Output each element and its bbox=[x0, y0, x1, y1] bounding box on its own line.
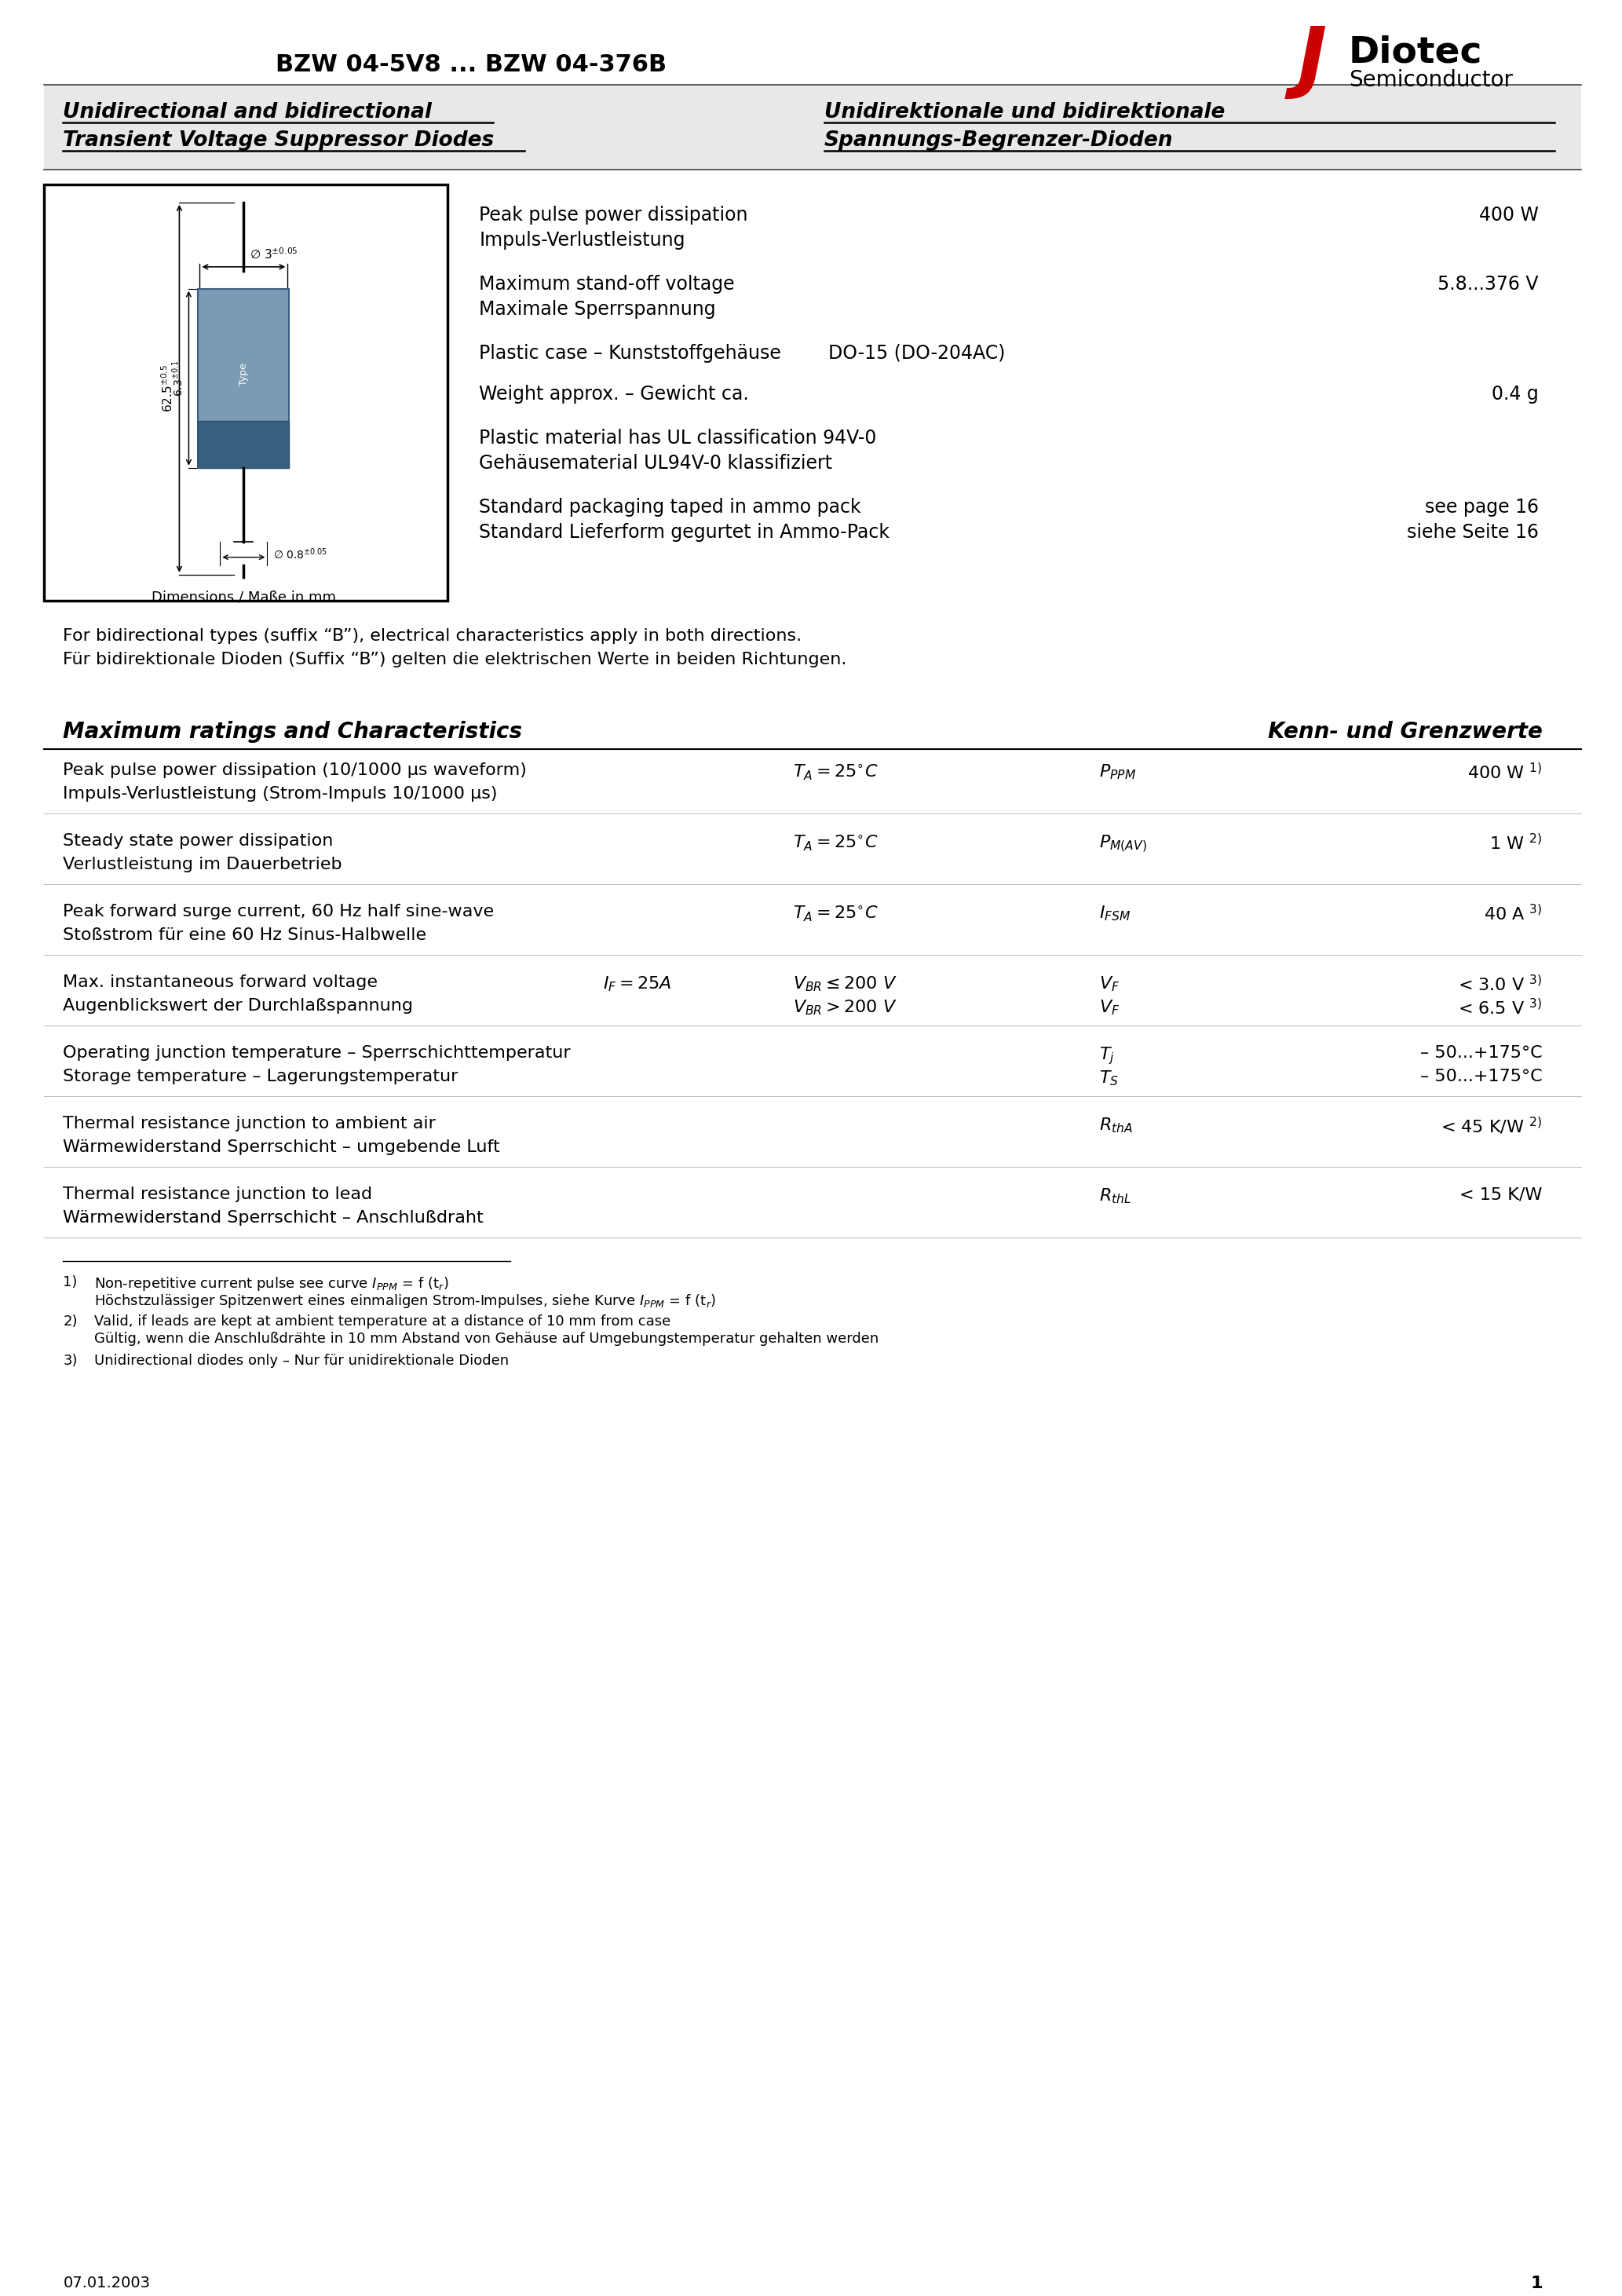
Text: Plastic case – Kunststoffgehäuse: Plastic case – Kunststoffgehäuse bbox=[478, 344, 782, 363]
Text: J: J bbox=[1298, 23, 1327, 99]
Text: $I_{FSM}$: $I_{FSM}$ bbox=[1100, 905, 1131, 923]
Bar bbox=[198, 289, 289, 468]
Text: $\varnothing$ 0.8$^{\pm0.05}$: $\varnothing$ 0.8$^{\pm0.05}$ bbox=[274, 546, 328, 563]
Bar bbox=[44, 85, 1581, 170]
Text: 1: 1 bbox=[1530, 2275, 1543, 2291]
Text: < 45 K/W $^{2)}$: < 45 K/W $^{2)}$ bbox=[1440, 1116, 1543, 1137]
Text: < 15 K/W: < 15 K/W bbox=[1460, 1187, 1543, 1203]
Text: Standard packaging taped in ammo pack: Standard packaging taped in ammo pack bbox=[478, 498, 861, 517]
Text: Diotec: Diotec bbox=[1348, 34, 1483, 71]
Text: Maximum ratings and Characteristics: Maximum ratings and Characteristics bbox=[63, 721, 522, 742]
Text: – 50...+175°C: – 50...+175°C bbox=[1421, 1045, 1543, 1061]
Text: 0.4 g: 0.4 g bbox=[1492, 383, 1538, 404]
Text: 5.8...376 V: 5.8...376 V bbox=[1437, 276, 1538, 294]
Text: 3): 3) bbox=[63, 1355, 78, 1368]
Text: 1 W $^{2)}$: 1 W $^{2)}$ bbox=[1489, 833, 1543, 854]
Text: $T_A = 25^{\circ}C$: $T_A = 25^{\circ}C$ bbox=[793, 762, 878, 783]
Text: Wärmewiderstand Sperrschicht – umgebende Luft: Wärmewiderstand Sperrschicht – umgebende… bbox=[63, 1139, 500, 1155]
Text: Maximale Sperrspannung: Maximale Sperrspannung bbox=[478, 301, 715, 319]
Text: Standard Lieferform gegurtet in Ammo-Pack: Standard Lieferform gegurtet in Ammo-Pac… bbox=[478, 523, 890, 542]
Text: $V_{BR} > 200\ V$: $V_{BR} > 200\ V$ bbox=[793, 999, 897, 1017]
Text: – 50...+175°C: – 50...+175°C bbox=[1421, 1070, 1543, 1084]
Text: Spannungs-Begrenzer-Dioden: Spannungs-Begrenzer-Dioden bbox=[824, 131, 1173, 152]
Text: Non-repetitive current pulse see curve $I_{PPM}$ = f (t$_r$): Non-repetitive current pulse see curve $… bbox=[94, 1274, 449, 1293]
Text: Type: Type bbox=[238, 363, 248, 386]
Text: Transient Voltage Suppressor Diodes: Transient Voltage Suppressor Diodes bbox=[63, 131, 495, 152]
Text: $I_F = 25A$: $I_F = 25A$ bbox=[603, 976, 672, 994]
Text: see page 16: see page 16 bbox=[1424, 498, 1538, 517]
Text: DO-15 (DO-204AC): DO-15 (DO-204AC) bbox=[829, 344, 1006, 363]
Text: $P_{M(AV)}$: $P_{M(AV)}$ bbox=[1100, 833, 1147, 854]
Text: Impuls-Verlustleistung: Impuls-Verlustleistung bbox=[478, 230, 684, 250]
Text: Max. instantaneous forward voltage: Max. instantaneous forward voltage bbox=[63, 976, 378, 990]
Text: 400 W: 400 W bbox=[1479, 207, 1538, 225]
Text: 07.01.2003: 07.01.2003 bbox=[63, 2275, 151, 2291]
Text: Peak forward surge current, 60 Hz half sine-wave: Peak forward surge current, 60 Hz half s… bbox=[63, 905, 495, 921]
Text: $T_j$: $T_j$ bbox=[1100, 1045, 1114, 1065]
Text: Höchstzulässiger Spitzenwert eines einmaligen Strom-Impulses, siehe Kurve $I_{PP: Höchstzulässiger Spitzenwert eines einma… bbox=[94, 1293, 717, 1311]
Text: Thermal resistance junction to lead: Thermal resistance junction to lead bbox=[63, 1187, 373, 1203]
Text: Augenblickswert der Durchlaßspannung: Augenblickswert der Durchlaßspannung bbox=[63, 999, 414, 1015]
Text: Unidirektionale und bidirektionale: Unidirektionale und bidirektionale bbox=[824, 101, 1225, 122]
Text: Dimensions / Maße in mm: Dimensions / Maße in mm bbox=[151, 590, 336, 604]
Text: Verlustleistung im Dauerbetrieb: Verlustleistung im Dauerbetrieb bbox=[63, 856, 342, 872]
Text: $P_{PPM}$: $P_{PPM}$ bbox=[1100, 762, 1135, 781]
Text: BZW 04-5V8 ... BZW 04-376B: BZW 04-5V8 ... BZW 04-376B bbox=[276, 53, 667, 76]
Text: 2): 2) bbox=[63, 1316, 78, 1329]
Text: Unidirectional and bidirectional: Unidirectional and bidirectional bbox=[63, 101, 431, 122]
Text: $R_{thA}$: $R_{thA}$ bbox=[1100, 1116, 1132, 1134]
Text: Wärmewiderstand Sperrschicht – Anschlußdraht: Wärmewiderstand Sperrschicht – Anschlußd… bbox=[63, 1210, 483, 1226]
Text: Stoßstrom für eine 60 Hz Sinus-Halbwelle: Stoßstrom für eine 60 Hz Sinus-Halbwelle bbox=[63, 928, 427, 944]
Text: $V_F$: $V_F$ bbox=[1100, 976, 1119, 994]
Text: Weight approx. – Gewicht ca.: Weight approx. – Gewicht ca. bbox=[478, 383, 749, 404]
Text: Kenn- und Grenzwerte: Kenn- und Grenzwerte bbox=[1268, 721, 1543, 742]
Text: < 3.0 V $^{3)}$: < 3.0 V $^{3)}$ bbox=[1458, 976, 1543, 994]
Bar bbox=[44, 184, 448, 599]
Text: $R_{thL}$: $R_{thL}$ bbox=[1100, 1187, 1131, 1205]
Text: Semiconductor: Semiconductor bbox=[1348, 69, 1513, 92]
Text: Gehäusematerial UL94V-0 klassifiziert: Gehäusematerial UL94V-0 klassifiziert bbox=[478, 455, 832, 473]
Text: 62.5$^{\pm0.5}$: 62.5$^{\pm0.5}$ bbox=[161, 365, 175, 413]
Text: Für bidirektionale Dioden (Suffix “B”) gelten die elektrischen Werte in beiden R: Für bidirektionale Dioden (Suffix “B”) g… bbox=[63, 652, 847, 668]
Text: $T_S$: $T_S$ bbox=[1100, 1070, 1119, 1088]
Text: Gültig, wenn die Anschlußdrähte in 10 mm Abstand von Gehäuse auf Umgebungstempe: Gültig, wenn die Anschlußdrähte in 10 m… bbox=[94, 1332, 879, 1345]
Text: Thermal resistance junction to ambient air: Thermal resistance junction to ambient a… bbox=[63, 1116, 436, 1132]
Text: 1): 1) bbox=[63, 1274, 78, 1290]
Text: Steady state power dissipation: Steady state power dissipation bbox=[63, 833, 334, 850]
Text: 6.3$^{\pm0.1}$: 6.3$^{\pm0.1}$ bbox=[170, 360, 185, 397]
Text: Maximum stand-off voltage: Maximum stand-off voltage bbox=[478, 276, 735, 294]
Text: For bidirectional types (suffix “B”), electrical characteristics apply in both d: For bidirectional types (suffix “B”), el… bbox=[63, 627, 801, 643]
Text: $T_A = 25^{\circ}C$: $T_A = 25^{\circ}C$ bbox=[793, 833, 878, 852]
Text: Peak pulse power dissipation (10/1000 μs waveform): Peak pulse power dissipation (10/1000 μs… bbox=[63, 762, 527, 778]
Text: $\varnothing$ 3$^{\pm0.05}$: $\varnothing$ 3$^{\pm0.05}$ bbox=[250, 246, 298, 262]
Text: Impuls-Verlustleistung (Strom-Impuls 10/1000 μs): Impuls-Verlustleistung (Strom-Impuls 10/… bbox=[63, 788, 498, 801]
Text: Valid, if leads are kept at ambient temperature at a distance of 10 mm from case: Valid, if leads are kept at ambient temp… bbox=[94, 1316, 672, 1329]
Text: < 6.5 V $^{3)}$: < 6.5 V $^{3)}$ bbox=[1458, 999, 1543, 1017]
Text: Plastic material has UL classification 94V-0: Plastic material has UL classification 9… bbox=[478, 429, 876, 448]
Text: $V_F$: $V_F$ bbox=[1100, 999, 1119, 1017]
Text: 40 A $^{3)}$: 40 A $^{3)}$ bbox=[1484, 905, 1543, 923]
Text: $T_A = 25^{\circ}C$: $T_A = 25^{\circ}C$ bbox=[793, 905, 878, 923]
Text: Peak pulse power dissipation: Peak pulse power dissipation bbox=[478, 207, 748, 225]
Text: siehe Seite 16: siehe Seite 16 bbox=[1406, 523, 1538, 542]
Text: 400 W $^{1)}$: 400 W $^{1)}$ bbox=[1468, 762, 1543, 783]
Text: $V_{BR} \leq 200\ V$: $V_{BR} \leq 200\ V$ bbox=[793, 976, 897, 994]
Text: Operating junction temperature – Sperrschichttemperatur: Operating junction temperature – Sperrsc… bbox=[63, 1045, 571, 1061]
Text: Unidirectional diodes only – Nur für unidirektionale Dioden: Unidirectional diodes only – Nur für uni… bbox=[94, 1355, 509, 1368]
Bar bbox=[198, 420, 289, 468]
Text: Storage temperature – Lagerungstemperatur: Storage temperature – Lagerungstemperatu… bbox=[63, 1070, 459, 1084]
